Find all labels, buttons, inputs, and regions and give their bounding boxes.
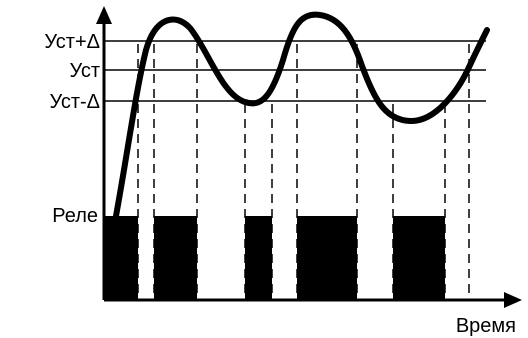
relay-on-block xyxy=(297,216,357,300)
setpoint-plus-label: Уст+Δ xyxy=(44,31,100,53)
level-lines xyxy=(104,40,486,102)
setpoint-label: Уст xyxy=(69,60,100,82)
relay-on-block xyxy=(245,216,272,300)
setpoint-minus-label: Уст-Δ xyxy=(49,91,100,113)
process-curve xyxy=(113,11,490,219)
relay-blocks xyxy=(104,216,445,300)
y-axis-arrow-icon xyxy=(96,6,112,24)
relay-on-block xyxy=(104,216,138,300)
x-axis-arrow-icon xyxy=(504,292,522,308)
time-axis-label: Время xyxy=(456,315,516,337)
relay-on-block xyxy=(154,216,197,300)
relay-on-block xyxy=(393,216,445,300)
switch-lines xyxy=(137,44,470,300)
relay-label: Реле xyxy=(52,205,98,227)
